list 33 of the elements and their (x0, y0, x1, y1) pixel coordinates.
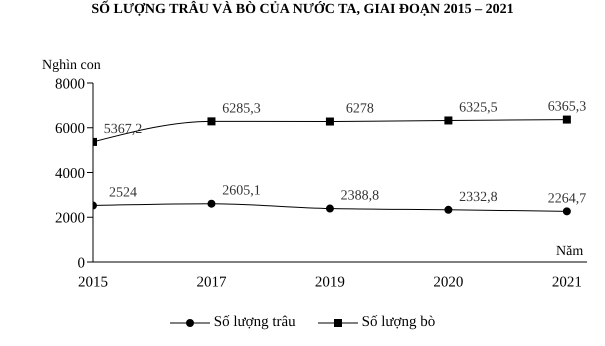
point (444, 116, 452, 124)
data-label: 2332,8 (459, 190, 498, 205)
data-label: 6365,3 (548, 100, 586, 115)
data-label: 6285,3 (222, 101, 261, 116)
data-label: 2524 (109, 186, 137, 201)
point (444, 206, 452, 214)
y-tick-label: 0 (78, 255, 85, 272)
data-label: 6278 (346, 102, 374, 117)
x-tick-label: 2019 (314, 274, 345, 291)
legend-label: Số lượng trâu (214, 314, 296, 331)
y-axis-title: Nghìn con (42, 58, 101, 74)
x-tick-label: 2015 (78, 274, 108, 291)
data-label: 6325,5 (459, 100, 498, 116)
data-label: 2264,7 (548, 191, 586, 206)
data-label: 5367,2 (104, 122, 142, 137)
legend-label: Số lượng bò (362, 314, 436, 331)
data-label: 2388,8 (340, 188, 380, 204)
x-tick-label: 2020 (433, 274, 464, 291)
y-tick-label: 8000 (55, 76, 85, 92)
data-label: 2605,1 (222, 184, 261, 199)
point (207, 117, 216, 126)
y-tick-label: 2000 (55, 210, 85, 227)
x-tick-label: 2021 (552, 274, 582, 291)
point (562, 207, 571, 216)
point (326, 204, 334, 213)
point (207, 200, 216, 208)
y-tick-label: 4000 (55, 166, 85, 182)
point (326, 118, 334, 126)
x-axis-title: Năm (556, 244, 584, 260)
y-tick-label: 6000 (55, 121, 85, 138)
chart-title: SỐ LƯỢNG TRÂU VÀ BÒ CỦA NƯỚC TA, GIAI ĐOẠN 2015 – 2021 (90, 2, 515, 18)
point (562, 116, 571, 124)
x-tick-label: 2017 (196, 274, 227, 291)
